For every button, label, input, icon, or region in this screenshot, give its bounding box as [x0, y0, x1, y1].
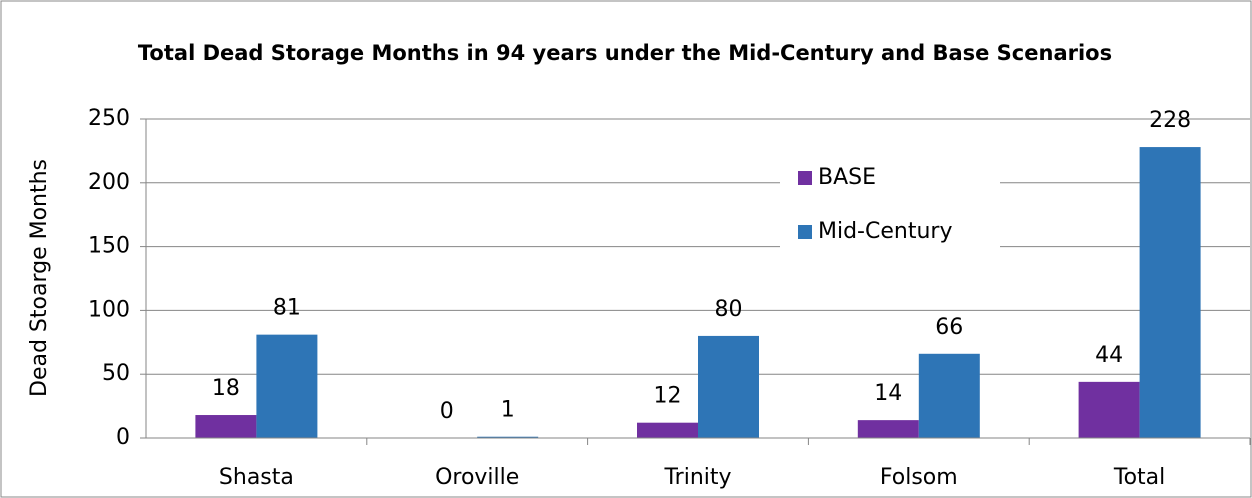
legend-label: Mid-Century [818, 219, 952, 244]
bar [477, 436, 539, 438]
value-label: 228 [1149, 108, 1191, 133]
legend-box [780, 150, 1000, 260]
y-tick-label: 200 [88, 170, 130, 195]
value-label: 80 [715, 297, 743, 322]
value-label: 81 [273, 296, 301, 321]
legend-swatch [798, 225, 812, 239]
bar [698, 335, 759, 438]
y-tick-label: 50 [102, 361, 130, 386]
value-label: 14 [874, 381, 902, 406]
bar [195, 415, 257, 438]
legend-swatch [798, 171, 812, 185]
y-tick-label: 250 [88, 106, 130, 131]
bar [256, 334, 318, 438]
value-label: 12 [654, 384, 682, 409]
bar [1078, 381, 1140, 438]
x-tick-label: Shasta [219, 465, 294, 490]
chart-title: Total Dead Storage Months in 94 years un… [137, 41, 1113, 65]
value-label: 1 [501, 398, 515, 423]
y-tick-label: 100 [88, 297, 130, 322]
legend-label: BASE [818, 165, 876, 190]
y-tick-label: 0 [116, 425, 130, 450]
bar [918, 353, 980, 438]
x-tick-label: Total [1113, 465, 1165, 490]
y-tick-label: 150 [88, 234, 130, 259]
bar [857, 420, 919, 438]
bar [1139, 147, 1201, 438]
value-label: 18 [212, 376, 240, 401]
value-label: 0 [440, 399, 454, 424]
y-axis-label: Dead Stoarge Months [27, 159, 52, 397]
value-label: 44 [1095, 343, 1123, 368]
value-label: 66 [935, 315, 963, 340]
bar [637, 422, 698, 438]
x-tick-label: Oroville [435, 465, 519, 490]
x-tick-label: Folsom [880, 465, 958, 490]
x-tick-label: Trinity [663, 465, 731, 490]
